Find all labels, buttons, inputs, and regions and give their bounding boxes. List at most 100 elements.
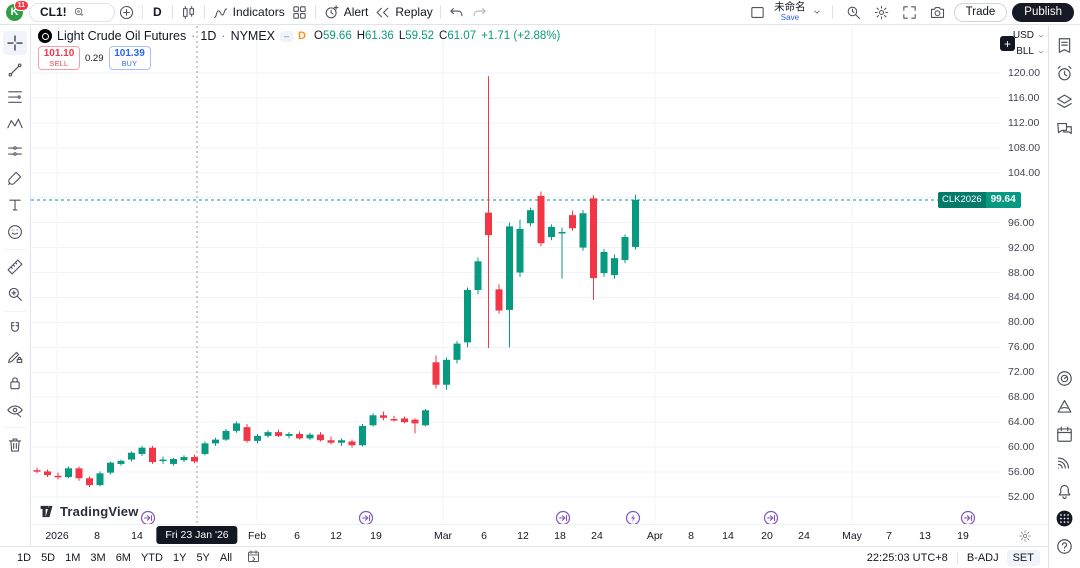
- axis-add-alert-button[interactable]: +: [1000, 36, 1015, 51]
- tradingview-watermark[interactable]: TradingView: [40, 504, 139, 519]
- user-avatar[interactable]: K 11: [6, 0, 29, 21]
- realtime-marker-icon[interactable]: [625, 510, 641, 525]
- candle-body[interactable]: [86, 478, 93, 486]
- currency-selector[interactable]: USD: [1013, 30, 1046, 41]
- range-1d-button[interactable]: 1D: [12, 550, 36, 566]
- chevron-down-icon[interactable]: [811, 6, 823, 18]
- candle-body[interactable]: [222, 430, 230, 440]
- candle-body[interactable]: [516, 228, 524, 273]
- crosshair-tool[interactable]: [3, 31, 27, 55]
- candle-body[interactable]: [170, 458, 177, 464]
- candle-body[interactable]: [233, 423, 240, 431]
- candle-body[interactable]: [212, 439, 219, 444]
- emoji-tool[interactable]: [3, 220, 27, 244]
- axis-settings-corner[interactable]: [1000, 524, 1049, 546]
- candle-body[interactable]: [411, 419, 419, 424]
- indicator-templates-button[interactable]: [288, 2, 311, 22]
- candle-body[interactable]: [317, 434, 324, 441]
- adjustment-toggle[interactable]: B-ADJ: [966, 551, 999, 564]
- symbol-search-button[interactable]: CL1!: [29, 2, 115, 22]
- snapshot-button[interactable]: [926, 2, 949, 22]
- fullscreen-button[interactable]: [898, 2, 921, 22]
- candle-body[interactable]: [390, 419, 398, 421]
- candle-body[interactable]: [254, 435, 261, 441]
- streams-button[interactable]: [1053, 450, 1077, 474]
- undo-button[interactable]: [445, 2, 468, 22]
- candlestick-chart[interactable]: [31, 26, 1000, 524]
- candle-body[interactable]: [611, 258, 618, 276]
- candle-body[interactable]: [201, 443, 209, 454]
- candle-body[interactable]: [495, 289, 503, 311]
- ideas-button[interactable]: [1053, 366, 1077, 390]
- chart-legend[interactable]: Light Crude Oil Futures · 1D · NYMEX – D…: [38, 29, 560, 43]
- candle-body[interactable]: [191, 457, 198, 462]
- text-tool[interactable]: [3, 193, 27, 217]
- candle-body[interactable]: [285, 434, 293, 436]
- replay-button[interactable]: Replay: [371, 2, 435, 22]
- contract-rollover-icon[interactable]: [140, 510, 156, 525]
- candle-body[interactable]: [65, 468, 72, 478]
- chart-pane[interactable]: Light Crude Oil Futures · 1D · NYMEX – D…: [31, 26, 1000, 524]
- time-axis[interactable]: Fri 23 Jan '26 2026 8 14 Feb 6 12 19 Mar 6 12 18 24…: [31, 524, 1000, 546]
- range-6m-button[interactable]: 6M: [111, 550, 136, 566]
- minds-button[interactable]: [1053, 394, 1077, 418]
- candle-body[interactable]: [44, 471, 51, 476]
- drawing-mode-tool[interactable]: [3, 344, 27, 368]
- candle-body[interactable]: [264, 432, 272, 436]
- object-tree-button[interactable]: [1053, 89, 1077, 113]
- redo-button[interactable]: [468, 2, 491, 22]
- compare-add-symbol-button[interactable]: [115, 2, 138, 22]
- candle-body[interactable]: [348, 441, 356, 446]
- candle-body[interactable]: [359, 425, 366, 446]
- range-ytd-button[interactable]: YTD: [136, 550, 168, 566]
- candle-body[interactable]: [432, 362, 440, 385]
- candle-body[interactable]: [527, 210, 534, 224]
- buy-button[interactable]: 101.39 BUY: [108, 46, 151, 70]
- symbol-switch-icon[interactable]: [73, 6, 85, 18]
- candle-body[interactable]: [401, 418, 408, 423]
- candle-body[interactable]: [96, 473, 104, 486]
- alert-button[interactable]: Alert: [320, 2, 372, 22]
- notifications-button[interactable]: [1053, 478, 1077, 502]
- candle-body[interactable]: [128, 452, 135, 460]
- range-3m-button[interactable]: 3M: [85, 550, 110, 566]
- remove-drawings-tool[interactable]: [3, 433, 27, 457]
- candle-body[interactable]: [548, 227, 555, 237]
- candle-body[interactable]: [485, 212, 492, 236]
- lock-drawings-tool[interactable]: [3, 371, 27, 395]
- indicators-button[interactable]: Indicators: [209, 2, 288, 22]
- candle-body[interactable]: [590, 198, 597, 279]
- candles[interactable]: [33, 76, 640, 488]
- candle-body[interactable]: [75, 468, 83, 479]
- alerts-panel-button[interactable]: [1053, 61, 1077, 85]
- contract-rollover-icon[interactable]: [358, 510, 374, 525]
- candle-body[interactable]: [569, 215, 576, 229]
- session-toggle[interactable]: SET: [1006, 549, 1040, 566]
- layout-select-button[interactable]: [746, 2, 769, 22]
- candle-body[interactable]: [621, 236, 629, 261]
- clock-timezone[interactable]: 22:25:03 UTC+8: [866, 551, 948, 564]
- go-to-date-button[interactable]: [241, 547, 266, 568]
- candle-body[interactable]: [138, 447, 146, 454]
- save-link[interactable]: Save: [780, 12, 800, 22]
- candle-body[interactable]: [632, 199, 639, 247]
- apps-button[interactable]: [1053, 506, 1077, 530]
- candle-body[interactable]: [54, 475, 62, 478]
- candle-body[interactable]: [453, 343, 461, 360]
- contract-rollover-icon[interactable]: [763, 510, 779, 525]
- price-axis[interactable]: + USD BLL CLK2026 99.64 120.00 116.00 112.…: [938, 26, 1049, 524]
- trade-button[interactable]: Trade: [953, 2, 1008, 22]
- candle-body[interactable]: [579, 213, 587, 248]
- candle-body[interactable]: [506, 226, 513, 310]
- candle-body[interactable]: [474, 261, 482, 290]
- ruler-tool[interactable]: [3, 255, 27, 279]
- contract-rollover-icon[interactable]: [555, 510, 571, 525]
- forecast-tool[interactable]: [3, 139, 27, 163]
- calendar-button[interactable]: [1053, 422, 1077, 446]
- candle-body[interactable]: [558, 231, 566, 234]
- quick-search-button[interactable]: [842, 2, 865, 22]
- contract-rollover-icon[interactable]: [960, 510, 976, 525]
- zoom-in-tool[interactable]: [3, 282, 27, 306]
- candle-body[interactable]: [464, 289, 471, 343]
- sell-button[interactable]: 101.10 SELL: [38, 46, 80, 70]
